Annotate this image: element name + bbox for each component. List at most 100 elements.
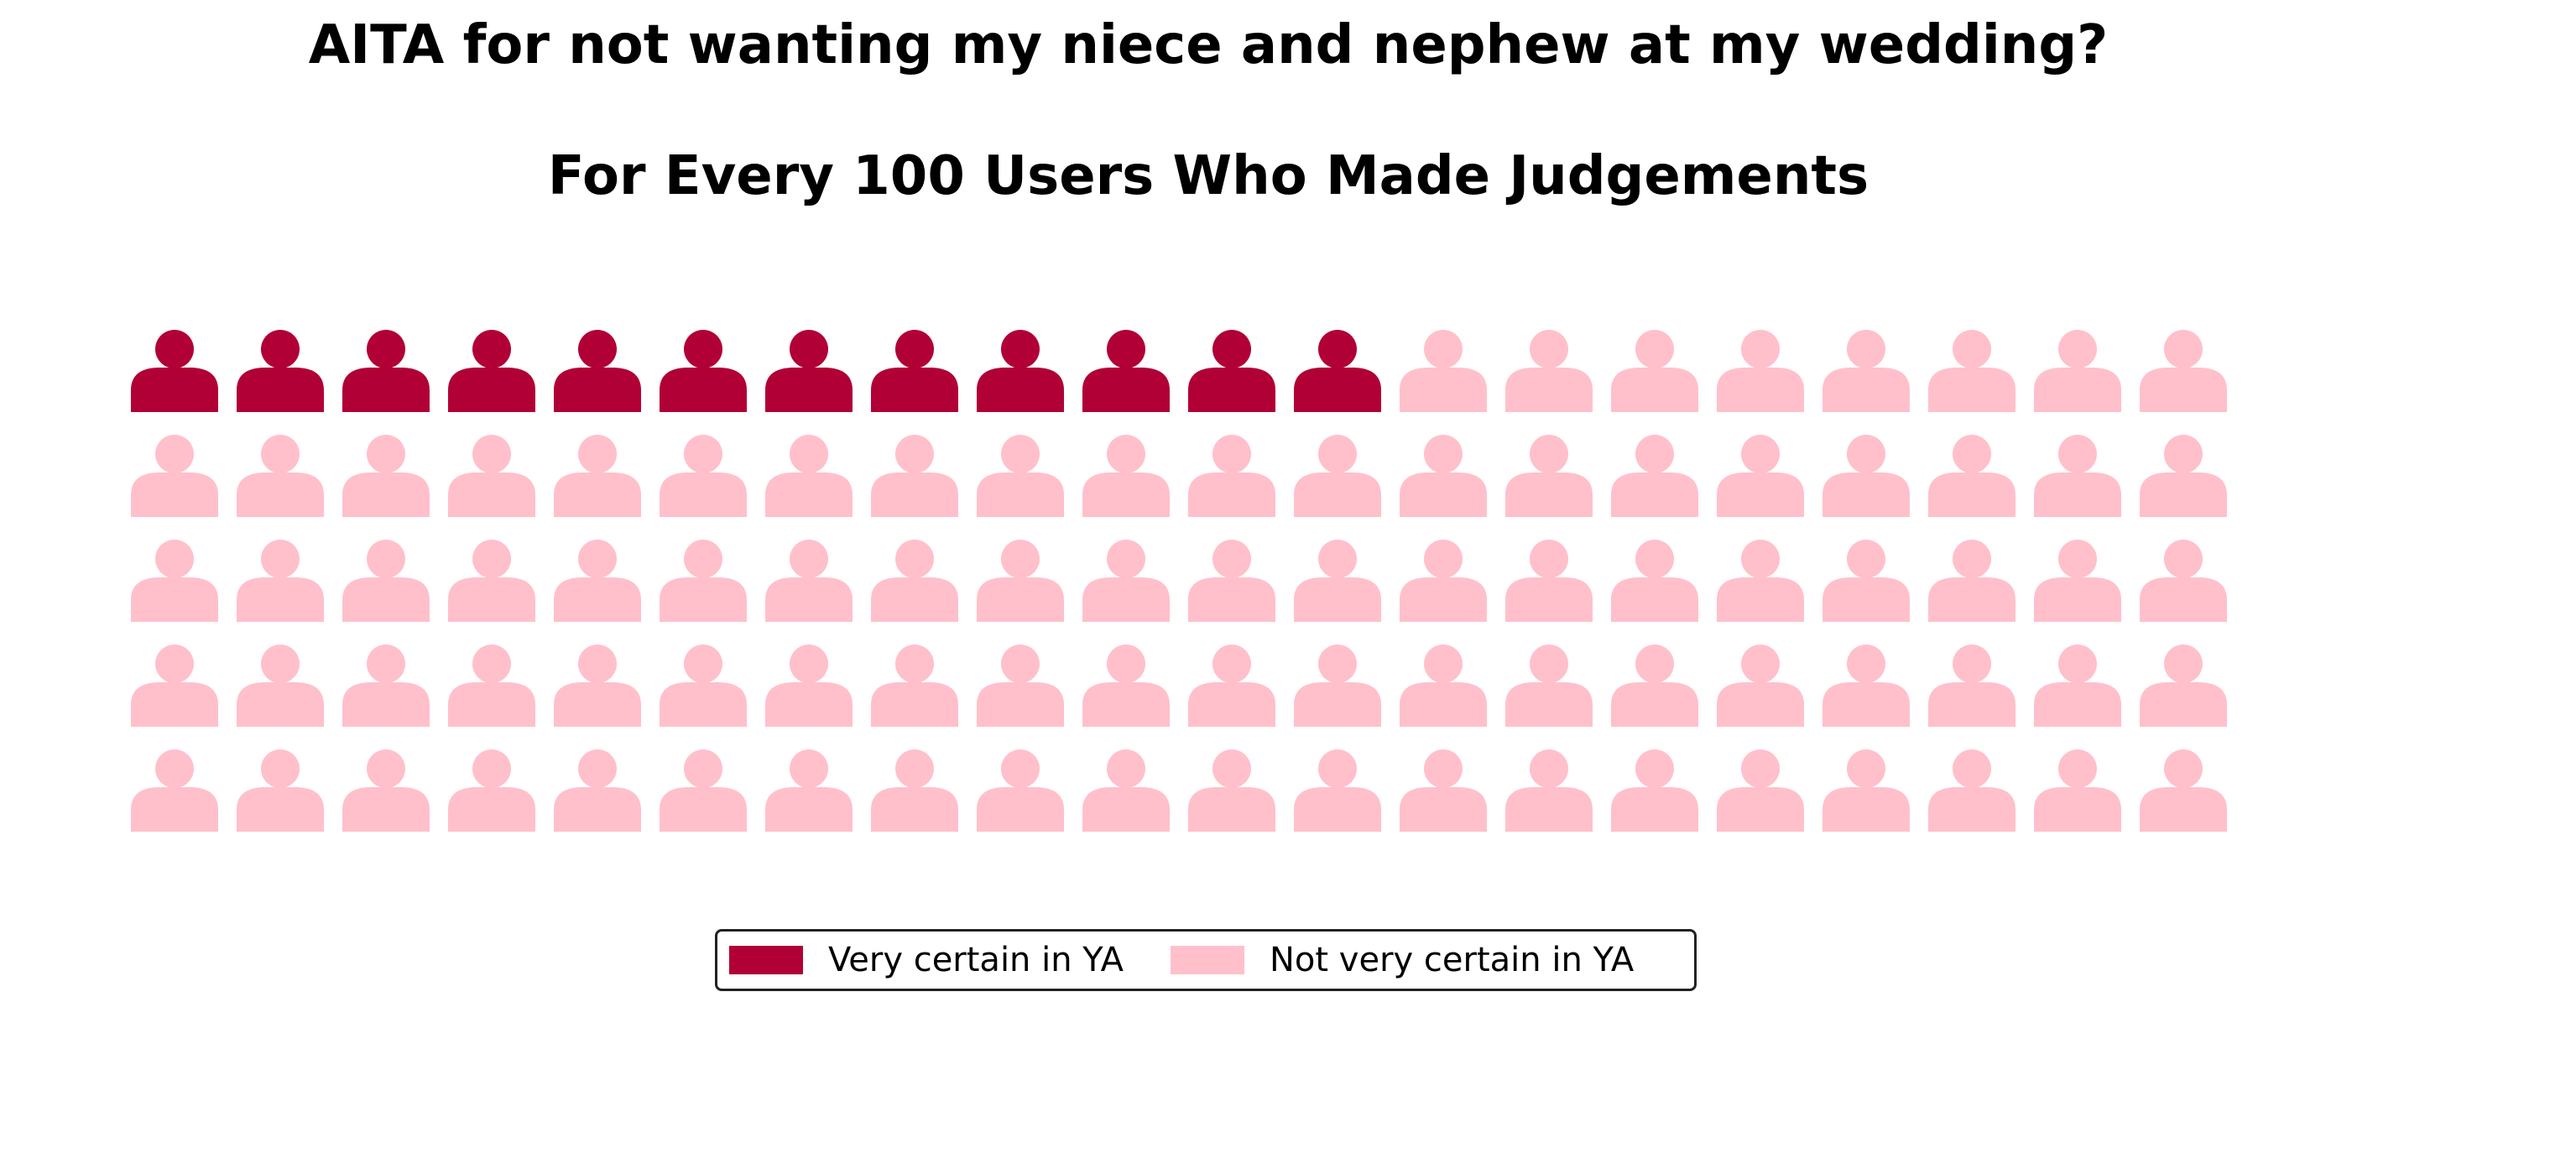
person-icon	[131, 330, 218, 412]
person-icon	[1717, 540, 1804, 622]
person-icon	[1400, 749, 1487, 832]
person-icon	[1822, 749, 1910, 832]
icons-layer	[131, 330, 2227, 832]
person-icon	[660, 435, 747, 517]
person-icon	[237, 435, 324, 517]
person-icon	[1400, 540, 1487, 622]
person-icon	[660, 540, 747, 622]
person-icon	[1082, 330, 1170, 412]
person-icon	[977, 435, 1064, 517]
chart-title: AITA for not wanting my niece and nephew…	[308, 14, 2109, 76]
person-icon	[448, 540, 535, 622]
person-icon	[237, 749, 324, 832]
legend: Very certain in YA Not very certain in Y…	[715, 929, 1697, 991]
person-icon	[237, 645, 324, 727]
person-icon	[1294, 330, 1381, 412]
person-icon	[131, 435, 218, 517]
person-icon	[1611, 330, 1698, 412]
person-icon	[342, 749, 430, 832]
person-icon	[660, 645, 747, 727]
person-icon	[554, 330, 641, 412]
person-icon	[977, 749, 1064, 832]
person-icon	[554, 435, 641, 517]
person-icon	[977, 540, 1064, 622]
person-icon	[1611, 540, 1698, 622]
person-icon	[1505, 540, 1593, 622]
person-icon	[1188, 645, 1275, 727]
person-icon	[554, 540, 641, 622]
person-icon	[765, 749, 853, 832]
person-icon	[131, 645, 218, 727]
person-icon	[2034, 540, 2121, 622]
person-icon	[1082, 749, 1170, 832]
person-icon	[1822, 435, 1910, 517]
person-icon	[1717, 435, 1804, 517]
person-icon	[1822, 540, 1910, 622]
person-icon	[1400, 435, 1487, 517]
person-icon	[131, 749, 218, 832]
person-icon	[1717, 645, 1804, 727]
person-icon	[871, 645, 958, 727]
person-icon	[1188, 540, 1275, 622]
person-icon	[765, 645, 853, 727]
person-icon	[1928, 435, 2015, 517]
person-icon	[2034, 749, 2121, 832]
person-icon	[2140, 435, 2227, 517]
person-icon	[342, 645, 430, 727]
person-icon	[342, 540, 430, 622]
person-icon	[1505, 749, 1593, 832]
person-icon	[1611, 435, 1698, 517]
person-icon	[131, 540, 218, 622]
person-icon	[660, 749, 747, 832]
person-icon	[448, 749, 535, 832]
legend-label-very-certain: Very certain in YA	[828, 941, 1124, 979]
person-icon	[342, 435, 430, 517]
person-icon	[1717, 749, 1804, 832]
person-icon	[660, 330, 747, 412]
person-icon	[765, 435, 853, 517]
person-icon	[765, 330, 853, 412]
person-icon	[237, 330, 324, 412]
person-icon	[1822, 645, 1910, 727]
person-icon	[1188, 435, 1275, 517]
person-icon	[448, 330, 535, 412]
person-icon	[1505, 435, 1593, 517]
person-icon	[2140, 645, 2227, 727]
person-icon	[237, 540, 324, 622]
person-icon	[2034, 645, 2121, 727]
person-icon	[1928, 749, 2015, 832]
chart-subtitle: For Every 100 Users Who Made Judgements	[547, 145, 1869, 207]
person-icon	[1611, 749, 1698, 832]
person-icon	[765, 540, 853, 622]
person-icon	[342, 330, 430, 412]
person-icon	[1188, 330, 1275, 412]
legend-swatch-very-certain	[729, 946, 803, 974]
person-icon	[1928, 645, 2015, 727]
person-icon	[1294, 540, 1381, 622]
legend-swatch-not-very-certain	[1171, 946, 1244, 974]
legend-label-not-very-certain: Not very certain in YA	[1270, 941, 1635, 979]
person-icon	[2140, 330, 2227, 412]
person-icon	[1400, 330, 1487, 412]
person-icon	[2034, 330, 2121, 412]
person-icon	[1928, 330, 2015, 412]
person-icon	[1082, 540, 1170, 622]
person-icon	[2034, 435, 2121, 517]
person-icon	[1928, 540, 2015, 622]
person-icon	[977, 330, 1064, 412]
person-icon	[1505, 645, 1593, 727]
person-icon	[871, 749, 958, 832]
person-icon	[1505, 330, 1593, 412]
legend-item-very-certain: Very certain in YA	[729, 941, 1124, 979]
person-icon	[871, 540, 958, 622]
person-icon	[977, 645, 1064, 727]
legend-item-not-very-certain: Not very certain in YA	[1171, 941, 1634, 979]
person-icon	[1188, 749, 1275, 832]
person-icon	[1822, 330, 1910, 412]
person-icon	[1082, 435, 1170, 517]
person-icon	[1082, 645, 1170, 727]
person-icon	[1294, 645, 1381, 727]
person-icon	[554, 645, 641, 727]
person-icon	[1611, 645, 1698, 727]
